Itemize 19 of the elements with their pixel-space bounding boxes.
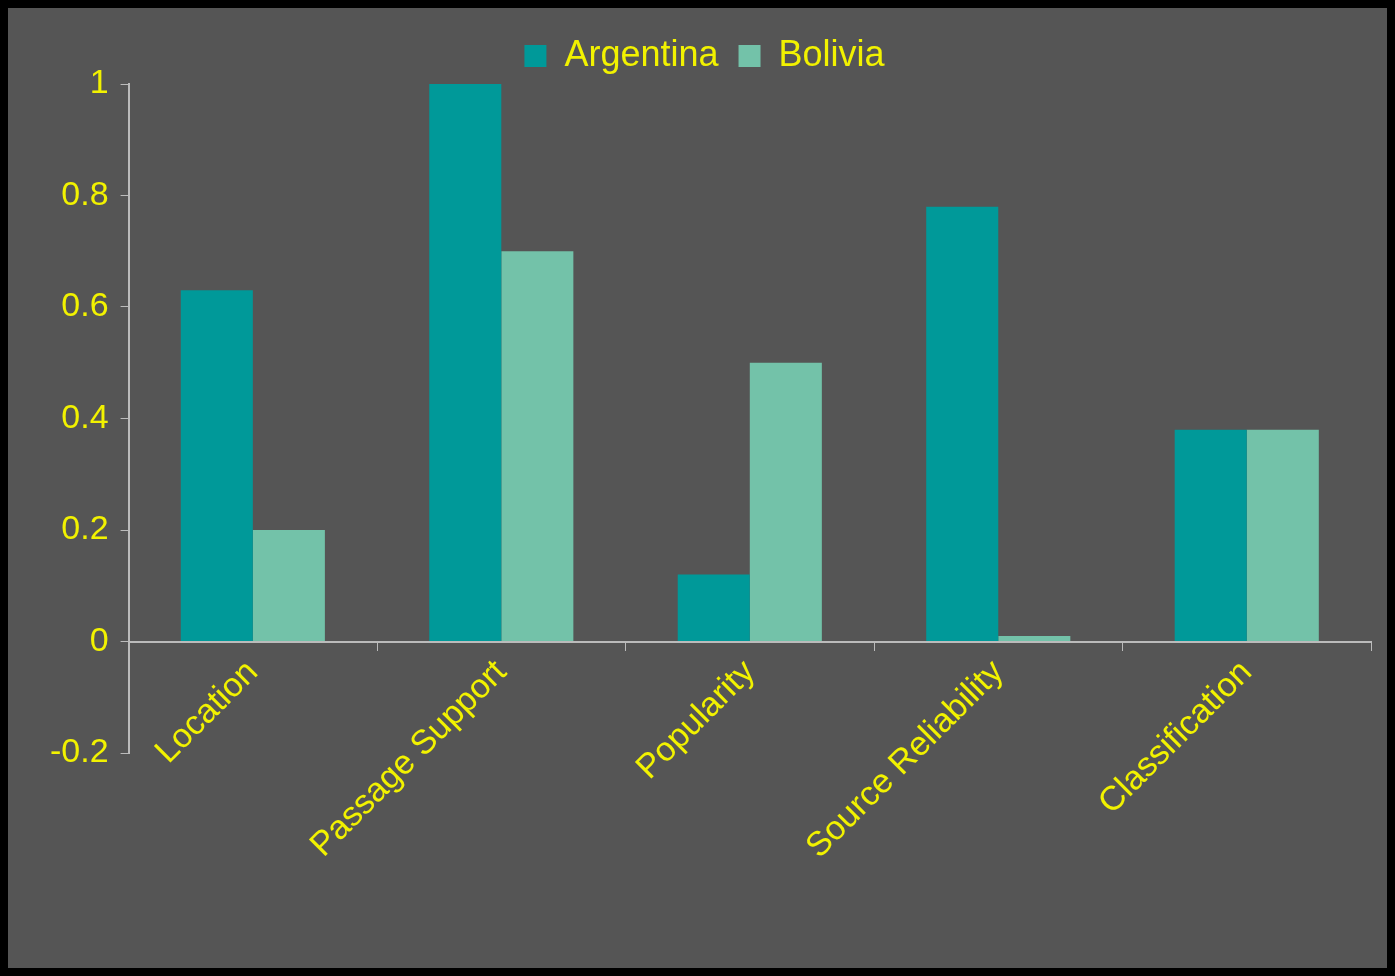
- y-tick-label: 1: [89, 62, 109, 101]
- bar: [501, 251, 574, 641]
- legend-label: Argentina: [564, 32, 720, 74]
- legend-label: Bolivia: [778, 32, 886, 74]
- bar: [429, 84, 502, 641]
- bar: [998, 635, 1071, 641]
- bar: [1174, 429, 1247, 641]
- y-tick-label: 0.8: [61, 173, 109, 212]
- bar: [677, 574, 750, 641]
- bar: [926, 206, 999, 641]
- bar: [749, 362, 822, 641]
- y-tick-label: -0.2: [49, 731, 109, 770]
- y-tick-label: 0.4: [61, 396, 109, 435]
- bar: [252, 530, 325, 641]
- y-tick-label: 0: [89, 619, 109, 658]
- y-tick-label: 0.2: [61, 508, 109, 547]
- bar: [180, 290, 253, 641]
- y-tick-label: 0.6: [61, 285, 109, 324]
- bar: [1246, 429, 1319, 641]
